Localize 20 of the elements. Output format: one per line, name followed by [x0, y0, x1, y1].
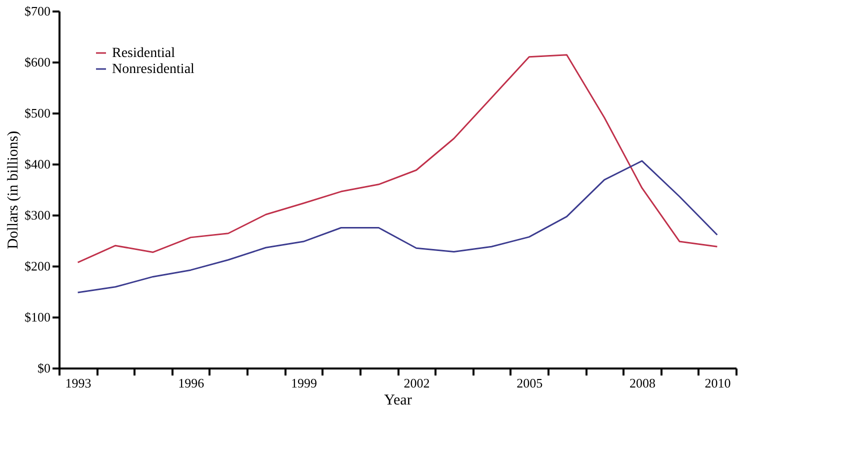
- x-tick-label: 1993: [65, 376, 92, 390]
- x-tick-label: 2008: [629, 376, 656, 390]
- y-axis-title: Dollars (in billions): [6, 130, 22, 250]
- line-series: [77, 160, 718, 294]
- x-tick-label: 1999: [290, 376, 317, 390]
- legend-label: Nonresidential: [112, 62, 195, 77]
- y-tick-label: $700: [24, 4, 50, 18]
- x-axis-title: Year: [384, 392, 412, 408]
- y-tick-label: $300: [24, 208, 50, 222]
- y-tick-label: $500: [24, 106, 50, 120]
- y-tick-label: $600: [24, 54, 50, 70]
- x-tick-label: 2002: [404, 376, 430, 390]
- y-tick-label: $100: [24, 310, 50, 324]
- y-tick-label: $400: [24, 156, 50, 172]
- x-tick-label: 2010: [704, 376, 731, 390]
- y-tick-label: $200: [24, 258, 50, 274]
- y-tick-label: $0: [38, 360, 50, 376]
- legend-label: Residential: [112, 46, 176, 61]
- x-tick-label: 1996: [178, 376, 205, 390]
- x-tick-label: 2005: [516, 376, 543, 390]
